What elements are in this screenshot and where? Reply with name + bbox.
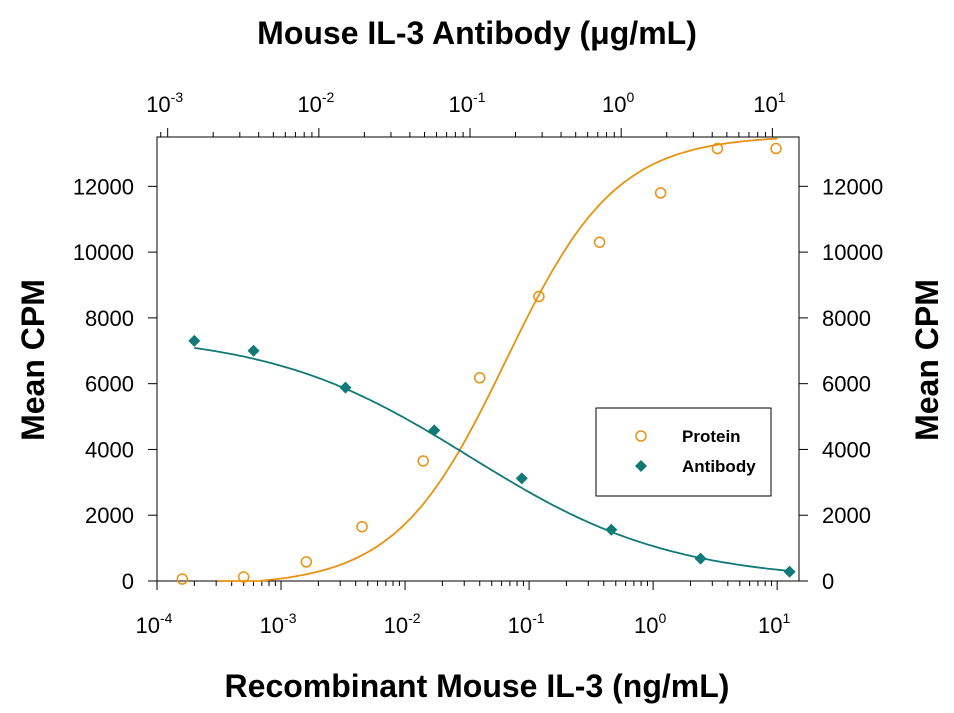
legend-antibody-label: Antibody — [682, 457, 756, 476]
y-left-tick-label: 2000 — [85, 503, 134, 528]
antibody-data-point — [694, 552, 707, 565]
antibody-data-point — [515, 472, 528, 485]
x-tick-label: 101 — [758, 610, 790, 638]
antibody-data-point — [188, 334, 201, 347]
antibody-fit-curve — [194, 347, 790, 572]
protein-data-point — [654, 187, 667, 199]
protein-data-point — [237, 571, 250, 583]
x-axis-title: Recombinant Mouse IL-3 (ng/mL) — [225, 668, 730, 704]
y-right-tick-label: 6000 — [822, 372, 871, 397]
protein-data-point — [356, 520, 368, 533]
y-axis-title-right: Mean CPM — [909, 279, 945, 441]
y-left-tick-label: 8000 — [85, 306, 134, 331]
protein-data-point — [593, 236, 606, 248]
x-tick-label: 10-2 — [384, 610, 421, 638]
y-right-tick-label: 4000 — [822, 437, 871, 462]
legend-box — [595, 407, 772, 497]
x2-tick-label: 10-3 — [146, 89, 183, 117]
antibody-data-point — [783, 565, 796, 578]
legend-antibody-marker — [635, 460, 647, 472]
top-axis-title: Mouse IL-3 Antibody (μg/mL) — [257, 15, 697, 51]
protein-fit-curve — [217, 137, 778, 582]
legend: Protein Antibody — [595, 407, 772, 497]
y-left-tick-label: 10000 — [73, 240, 134, 265]
protein-data-point — [533, 290, 545, 303]
legend-protein-marker — [635, 430, 647, 442]
x-tick-label: 10-1 — [508, 610, 545, 638]
y-right-tick-label: 0 — [822, 569, 834, 594]
protein-data-point — [473, 371, 486, 384]
y-right-tick-label: 10000 — [822, 240, 883, 265]
x2-tick-label: 101 — [753, 89, 785, 117]
y-left-tick-label: 6000 — [85, 372, 134, 397]
plot-frame — [156, 136, 800, 582]
y-left-tick-label: 12000 — [73, 174, 134, 199]
protein-data-point — [417, 455, 429, 467]
y-right-tick-label: 8000 — [822, 306, 871, 331]
x2-tick-label: 100 — [602, 89, 634, 117]
legend-protein-label: Protein — [682, 427, 741, 446]
antibody-data-point — [339, 381, 352, 394]
x2-tick-label: 10-1 — [449, 89, 486, 117]
y-left-tick-label: 4000 — [85, 437, 134, 462]
y-right-tick-label: 12000 — [822, 174, 883, 199]
protein-data-point — [711, 142, 724, 155]
antibody-data-point — [428, 424, 441, 437]
y-left-tick-label: 0 — [122, 569, 134, 594]
y-right-tick-label: 2000 — [822, 503, 871, 528]
x2-tick-label: 10-2 — [297, 89, 334, 117]
y-axis-title-left: Mean CPM — [15, 279, 51, 441]
protein-data-point — [176, 573, 189, 585]
x-tick-label: 10-4 — [136, 610, 173, 638]
antibody-data-point — [247, 344, 260, 357]
x-tick-label: 10-3 — [260, 610, 297, 638]
x-tick-label: 100 — [634, 610, 666, 638]
antibody-data-point — [605, 523, 618, 536]
protein-data-point — [300, 556, 313, 568]
protein-data-point — [770, 142, 782, 155]
